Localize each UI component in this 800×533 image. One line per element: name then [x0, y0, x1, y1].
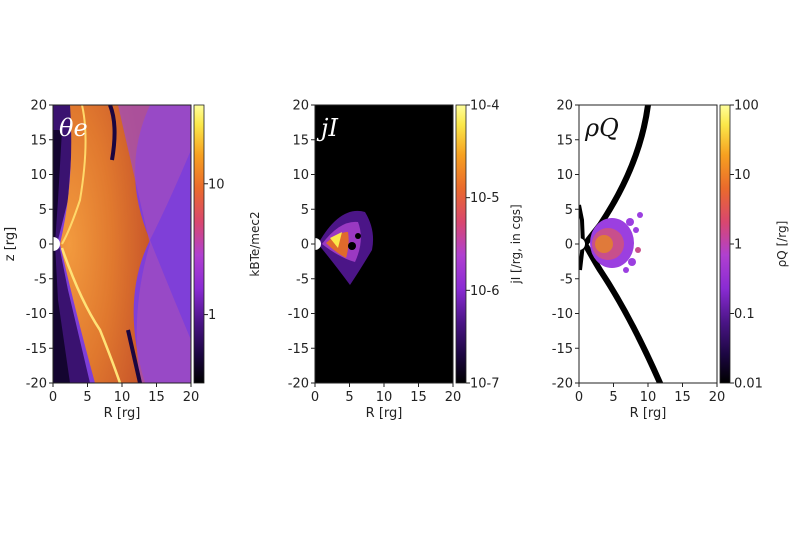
rho-q-points — [590, 212, 643, 273]
x-tick-label: 0 — [49, 390, 57, 405]
y-tick-label: -5 — [560, 272, 573, 287]
theta-e-panel: θe 0 5 10 15 20 20 15 10 5 0 -5 -10 -15 -20 R [rg] z… — [3, 99, 262, 422]
y-tick-label: 5 — [301, 203, 309, 218]
y-tick-label: -15 — [288, 342, 309, 357]
colorbar-tick-label: 10-5 — [470, 191, 500, 206]
colorbar-tick-label: 10-6 — [470, 284, 500, 299]
j-i-colorbar — [455, 104, 467, 384]
colorbar-tick-label: 0.01 — [734, 377, 763, 392]
x-tick-label: 0 — [311, 390, 319, 405]
x-tick-label: 0 — [575, 390, 583, 405]
y-tick-label: 0 — [301, 238, 309, 253]
colorbar-tick-label: 1 — [734, 238, 742, 253]
theta-e-x-ticks: 0 5 10 15 20 — [49, 383, 199, 405]
j-i-heatmap — [315, 105, 453, 383]
rho-q-colorbar — [719, 104, 731, 384]
j-i-colorbar-label: jI [/rg, in cgs] — [509, 204, 523, 284]
y-tick-label: -5 — [34, 272, 47, 287]
y-tick-label: 20 — [292, 99, 309, 114]
colorbar-tick-label: 10 — [734, 168, 751, 183]
x-tick-label: 5 — [83, 390, 91, 405]
x-tick-label: 15 — [674, 390, 691, 405]
y-tick-label: -20 — [26, 377, 47, 392]
theta-e-xlabel: R [rg] — [104, 406, 141, 421]
theta-e-title: θe — [59, 114, 88, 142]
y-tick-label: -15 — [26, 342, 47, 357]
x-tick-label: 5 — [609, 390, 617, 405]
y-tick-label: 10 — [556, 168, 573, 183]
x-tick-label: 5 — [345, 390, 353, 405]
theta-e-ylabel: z [rg] — [3, 227, 18, 261]
y-tick-label: 0 — [565, 238, 573, 253]
theta-e-colorbar-ticks: 1 10 — [204, 177, 225, 323]
x-tick-label: 10 — [640, 390, 657, 405]
rho-q-x-ticks: 0 5 10 15 20 — [575, 383, 725, 405]
y-tick-label: -5 — [296, 272, 309, 287]
colorbar-tick-label: 10 — [208, 177, 225, 192]
colorbar-tick-label: 1 — [208, 308, 216, 323]
y-tick-label: -10 — [26, 307, 47, 322]
j-i-x-ticks: 0 5 10 15 20 — [311, 383, 461, 405]
rho-q-y-ticks: 20 15 10 5 0 -5 -10 -15 -20 — [552, 99, 579, 392]
colorbar-tick-label: 10-7 — [470, 377, 500, 392]
j-i-colorbar-ticks: 10-4 10-5 10-6 10-7 — [466, 99, 500, 392]
y-tick-label: 5 — [39, 203, 47, 218]
x-tick-label: 15 — [148, 390, 165, 405]
theta-e-heatmap — [53, 105, 191, 383]
x-tick-label: 20 — [445, 390, 462, 405]
y-tick-label: -20 — [552, 377, 573, 392]
rho-q-colorbar-ticks: 100 10 1 0.1 0.01 — [730, 99, 763, 392]
theta-e-colorbar-label: kBTe/mec2 — [248, 211, 262, 276]
colorbar-tick-label: 10-4 — [470, 99, 500, 114]
rho-q-colorbar-label: ρQ [/rg] — [775, 221, 789, 268]
rho-q-scatter — [579, 105, 663, 383]
x-tick-label: 20 — [709, 390, 726, 405]
y-tick-label: 20 — [30, 99, 47, 114]
y-tick-label: 20 — [556, 99, 573, 114]
y-tick-label: 0 — [39, 238, 47, 253]
x-tick-label: 20 — [183, 390, 200, 405]
colorbar-tick-label: 100 — [734, 99, 759, 114]
y-tick-label: 15 — [30, 133, 47, 148]
y-tick-label: 5 — [565, 203, 573, 218]
j-i-xlabel: R [rg] — [366, 406, 403, 421]
y-tick-label: 15 — [556, 133, 573, 148]
rho-q-title: ρQ — [584, 114, 619, 142]
theta-e-colorbar — [193, 104, 205, 384]
theta-e-y-ticks: 20 15 10 5 0 -5 -10 -15 -20 — [26, 99, 53, 392]
x-tick-label: 15 — [410, 390, 427, 405]
j-i-title: jI — [316, 114, 338, 142]
x-tick-label: 10 — [376, 390, 393, 405]
rho-q-xlabel: R [rg] — [630, 406, 667, 421]
j-i-y-ticks: 20 15 10 5 0 -5 -10 -15 -20 — [288, 99, 315, 392]
y-tick-label: 10 — [292, 168, 309, 183]
y-tick-label: 15 — [292, 133, 309, 148]
y-tick-label: -20 — [288, 377, 309, 392]
j-i-panel: jI 0 5 10 15 20 20 15 10 5 0 -5 -10 -15 -20 R [rg] 1… — [288, 99, 523, 422]
y-tick-label: -15 — [552, 342, 573, 357]
x-tick-label: 10 — [114, 390, 131, 405]
y-tick-label: -10 — [552, 307, 573, 322]
y-tick-label: -10 — [288, 307, 309, 322]
colorbar-tick-label: 0.1 — [734, 307, 755, 322]
y-tick-label: 10 — [30, 168, 47, 183]
rho-q-panel: ρQ 0 5 10 15 20 20 15 10 5 0 -5 -10 -15 -20 R [rg] 1… — [552, 99, 789, 422]
